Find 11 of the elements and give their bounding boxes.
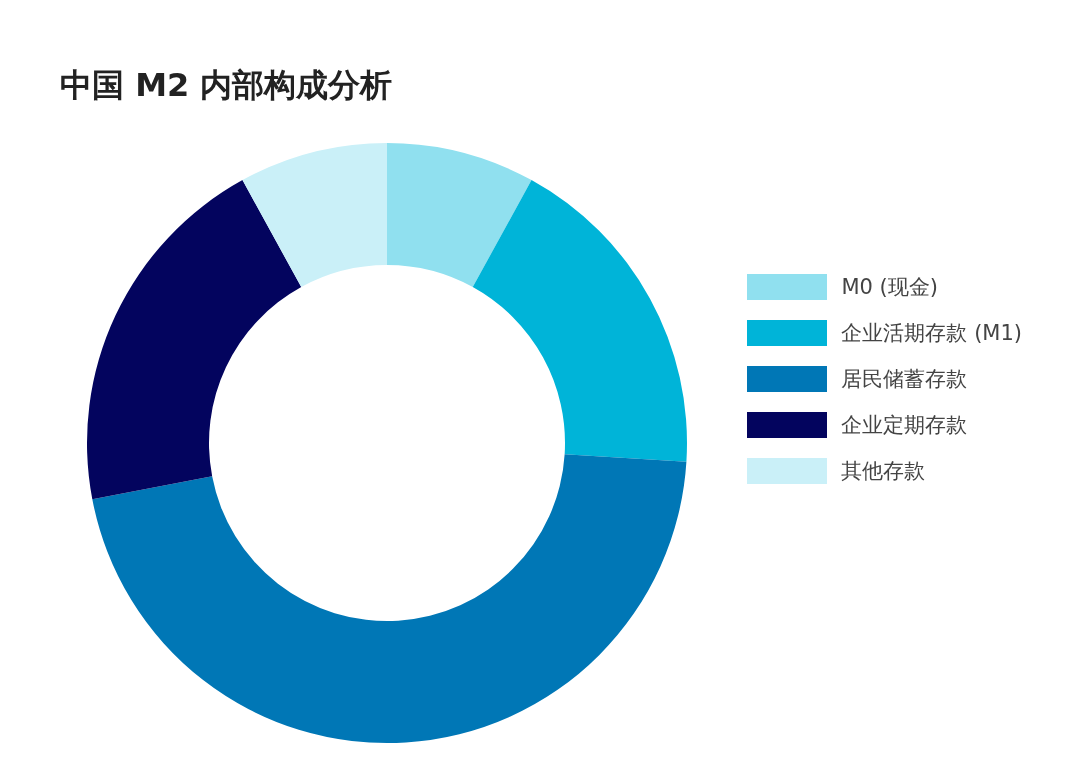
legend-label: 居民储蓄存款 (841, 366, 968, 393)
donut-slice (387, 143, 532, 288)
donut-slice (92, 454, 687, 743)
donut-slice (242, 143, 387, 288)
legend-label: 企业定期存款 (841, 412, 968, 439)
donut-slice (472, 180, 687, 462)
legend-label: M0 (现金) (841, 274, 938, 301)
legend-label: 企业活期存款 (M1) (841, 320, 1022, 347)
chart-title: 中国 M2 内部构成分析 (60, 65, 393, 106)
donut-slice (87, 180, 302, 500)
legend-label: 其他存款 (841, 458, 926, 485)
